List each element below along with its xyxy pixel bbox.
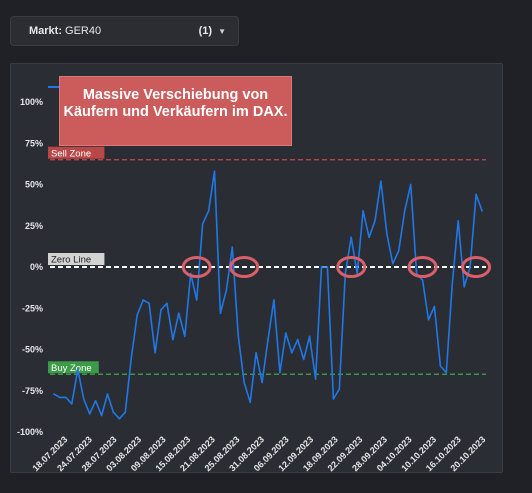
data-point <box>403 210 406 212</box>
data-point <box>166 302 168 305</box>
data-point <box>475 193 477 196</box>
y-tick-label: 75% <box>25 138 43 148</box>
data-point <box>374 220 376 222</box>
data-point <box>154 352 156 354</box>
highlight-circle <box>229 256 260 278</box>
market-select-value: GER40 <box>65 25 102 37</box>
market-select-count: (1) <box>198 25 213 37</box>
highlight-circle <box>407 256 438 278</box>
data-point <box>380 180 382 182</box>
data-point <box>88 413 91 415</box>
data-point <box>148 302 150 305</box>
data-point <box>59 396 61 399</box>
data-point <box>237 335 240 338</box>
data-point <box>172 338 174 341</box>
data-point <box>386 233 388 235</box>
data-point <box>445 371 448 374</box>
data-point <box>397 249 400 252</box>
data-point <box>183 335 186 338</box>
data-point <box>302 358 305 361</box>
y-tick-label: 100% <box>20 97 43 107</box>
data-point <box>338 388 341 390</box>
data-point <box>463 286 465 288</box>
data-point <box>427 319 430 321</box>
y-tick-label: -25% <box>22 303 43 313</box>
data-point <box>451 282 454 285</box>
data-point <box>243 381 246 384</box>
data-point <box>249 401 251 404</box>
data-point <box>279 371 281 374</box>
data-point <box>160 309 162 311</box>
data-point <box>219 312 222 315</box>
data-point <box>273 299 275 301</box>
data-point <box>409 183 412 186</box>
data-point <box>368 236 370 239</box>
data-point <box>261 381 263 384</box>
highlight-circle <box>181 256 212 278</box>
data-point <box>332 398 335 400</box>
data-point <box>457 220 460 222</box>
data-point <box>350 236 353 239</box>
data-point <box>142 299 144 301</box>
data-point <box>267 338 269 341</box>
data-point <box>195 299 198 301</box>
highlight-circle <box>336 256 367 278</box>
reference-label-bg <box>48 146 105 159</box>
data-point <box>392 262 394 265</box>
data-point <box>326 266 329 268</box>
y-tick-label: -100% <box>17 427 43 437</box>
data-point <box>65 396 67 399</box>
series-line <box>53 170 483 420</box>
data-point <box>112 411 115 414</box>
data-point <box>207 210 210 212</box>
chart-callout: Massive Verschiebung von Käufern und Ver… <box>59 76 292 146</box>
reference-label: Buy Zone <box>51 363 92 374</box>
data-point <box>320 266 323 268</box>
data-point <box>53 393 55 395</box>
data-point <box>178 312 180 315</box>
data-point <box>231 246 234 248</box>
market-select-label: Markt: <box>29 25 63 37</box>
data-point <box>255 352 257 354</box>
data-point <box>421 279 424 282</box>
data-point <box>439 365 442 367</box>
data-point <box>76 368 79 371</box>
data-point <box>213 170 216 173</box>
data-point <box>362 210 364 212</box>
highlight-circle <box>461 256 492 278</box>
reference-label: Sell Zone <box>51 148 91 159</box>
data-point <box>308 335 311 338</box>
y-tick-label: -50% <box>22 345 43 355</box>
data-point <box>290 352 293 354</box>
market-select[interactable]: Markt: GER40 (1) ▼ <box>10 16 239 46</box>
data-point <box>94 399 97 402</box>
y-tick-label: 25% <box>25 221 43 231</box>
data-point <box>130 356 133 359</box>
data-point <box>433 305 436 308</box>
reference-label-bg <box>48 253 105 265</box>
chevron-down-icon: ▼ <box>218 26 226 36</box>
data-point <box>296 338 299 341</box>
data-point <box>469 266 471 268</box>
data-point <box>201 223 204 225</box>
data-point <box>71 403 73 405</box>
data-point <box>118 418 121 420</box>
reference-label: Zero Line <box>51 255 91 266</box>
data-point <box>225 289 228 291</box>
data-point <box>136 314 139 316</box>
data-point <box>124 411 127 414</box>
y-tick-label: 50% <box>25 180 43 190</box>
data-point <box>82 398 85 400</box>
data-point <box>100 414 103 417</box>
data-point <box>285 332 287 334</box>
data-point <box>314 378 317 381</box>
reference-label-bg <box>48 361 99 374</box>
y-tick-label: -75% <box>22 386 43 396</box>
data-point <box>481 210 483 212</box>
y-tick-label: 0% <box>30 262 43 272</box>
data-point <box>106 393 109 395</box>
